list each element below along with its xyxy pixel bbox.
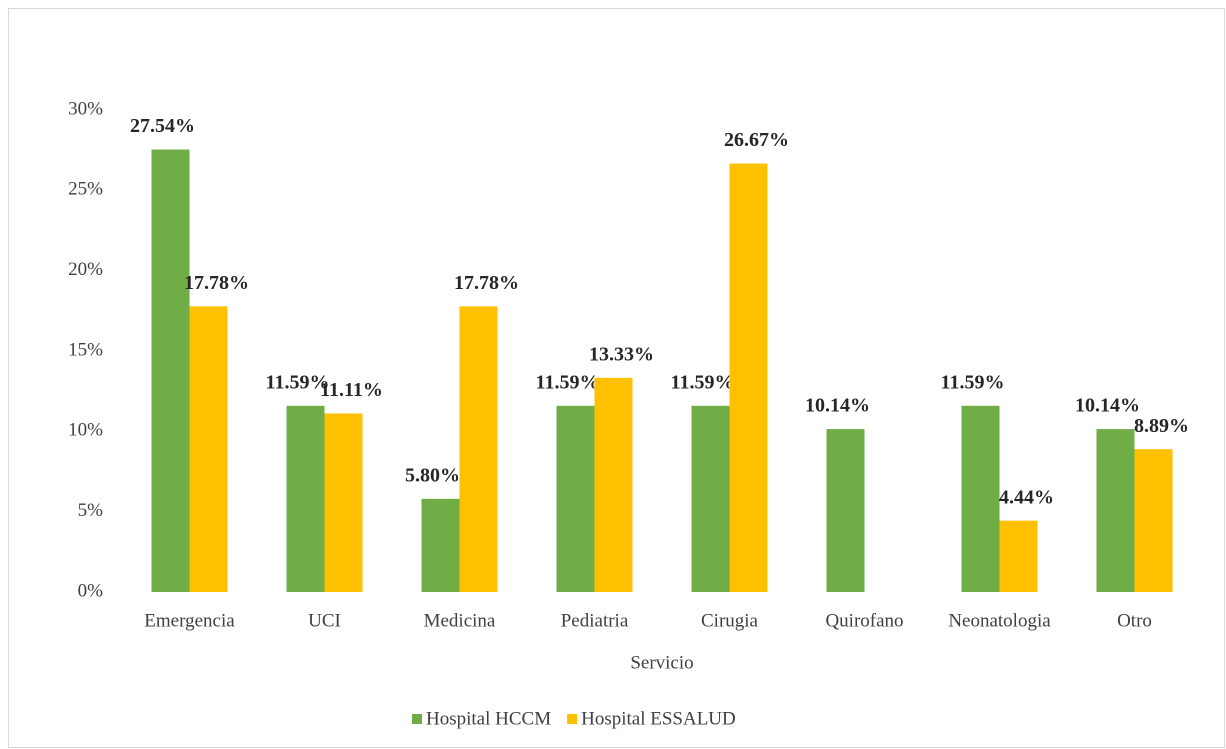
bar [826, 429, 865, 592]
bar [556, 405, 595, 592]
bar [691, 405, 730, 592]
bar [459, 306, 498, 592]
legend-swatch [567, 714, 578, 724]
data-label: 11.11% [320, 379, 383, 401]
x-tick-label: UCI [308, 610, 341, 631]
y-tick-label: 15% [68, 339, 103, 360]
y-tick-label: 20% [68, 259, 103, 280]
data-label: 26.67% [724, 129, 789, 151]
bar [594, 377, 633, 592]
bar [189, 306, 228, 592]
data-label: 8.89% [1134, 415, 1189, 437]
bar [421, 498, 460, 592]
y-tick-label: 10% [68, 420, 103, 441]
bar [286, 405, 325, 592]
y-tick-label: 30% [68, 98, 103, 119]
data-label: 13.33% [589, 343, 654, 365]
data-label: 5.80% [405, 464, 460, 486]
bar [1096, 429, 1135, 592]
bar [961, 405, 1000, 592]
bar [999, 520, 1038, 592]
data-label: 11.59% [266, 371, 330, 393]
legend-label: Hospital HCCM [426, 708, 551, 729]
legend-swatch [412, 714, 422, 724]
data-label: 11.59% [941, 371, 1005, 393]
data-label: 17.78% [454, 272, 519, 294]
data-label: 11.59% [671, 371, 735, 393]
data-label: 10.14% [805, 395, 870, 417]
x-tick-label: Quirofano [825, 610, 903, 631]
y-tick-label: 0% [78, 580, 104, 601]
bar [729, 163, 768, 592]
y-tick-label: 25% [68, 179, 103, 200]
data-label: 27.54% [130, 115, 195, 137]
bar [324, 413, 363, 592]
x-tick-label: Emergencia [144, 610, 235, 631]
legend-label: Hospital ESSALUD [581, 708, 736, 729]
x-tick-label: Medicina [424, 610, 496, 631]
y-tick-label: 5% [78, 500, 104, 521]
x-tick-label: Pediatria [561, 610, 629, 631]
x-tick-label: Neonatologia [948, 610, 1051, 631]
bar [1134, 449, 1173, 592]
x-tick-label: Cirugia [701, 610, 759, 631]
data-label: 11.59% [536, 371, 600, 393]
x-tick-label: Otro [1117, 610, 1152, 631]
bar [151, 149, 190, 593]
data-label: 4.44% [999, 486, 1054, 508]
data-label: 10.14% [1075, 395, 1140, 417]
x-axis-label: Servicio [630, 652, 693, 673]
data-label: 17.78% [184, 272, 249, 294]
